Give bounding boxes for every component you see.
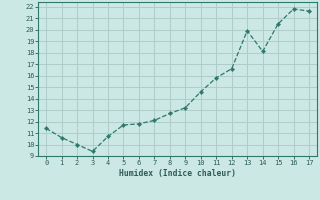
X-axis label: Humidex (Indice chaleur): Humidex (Indice chaleur) xyxy=(119,169,236,178)
